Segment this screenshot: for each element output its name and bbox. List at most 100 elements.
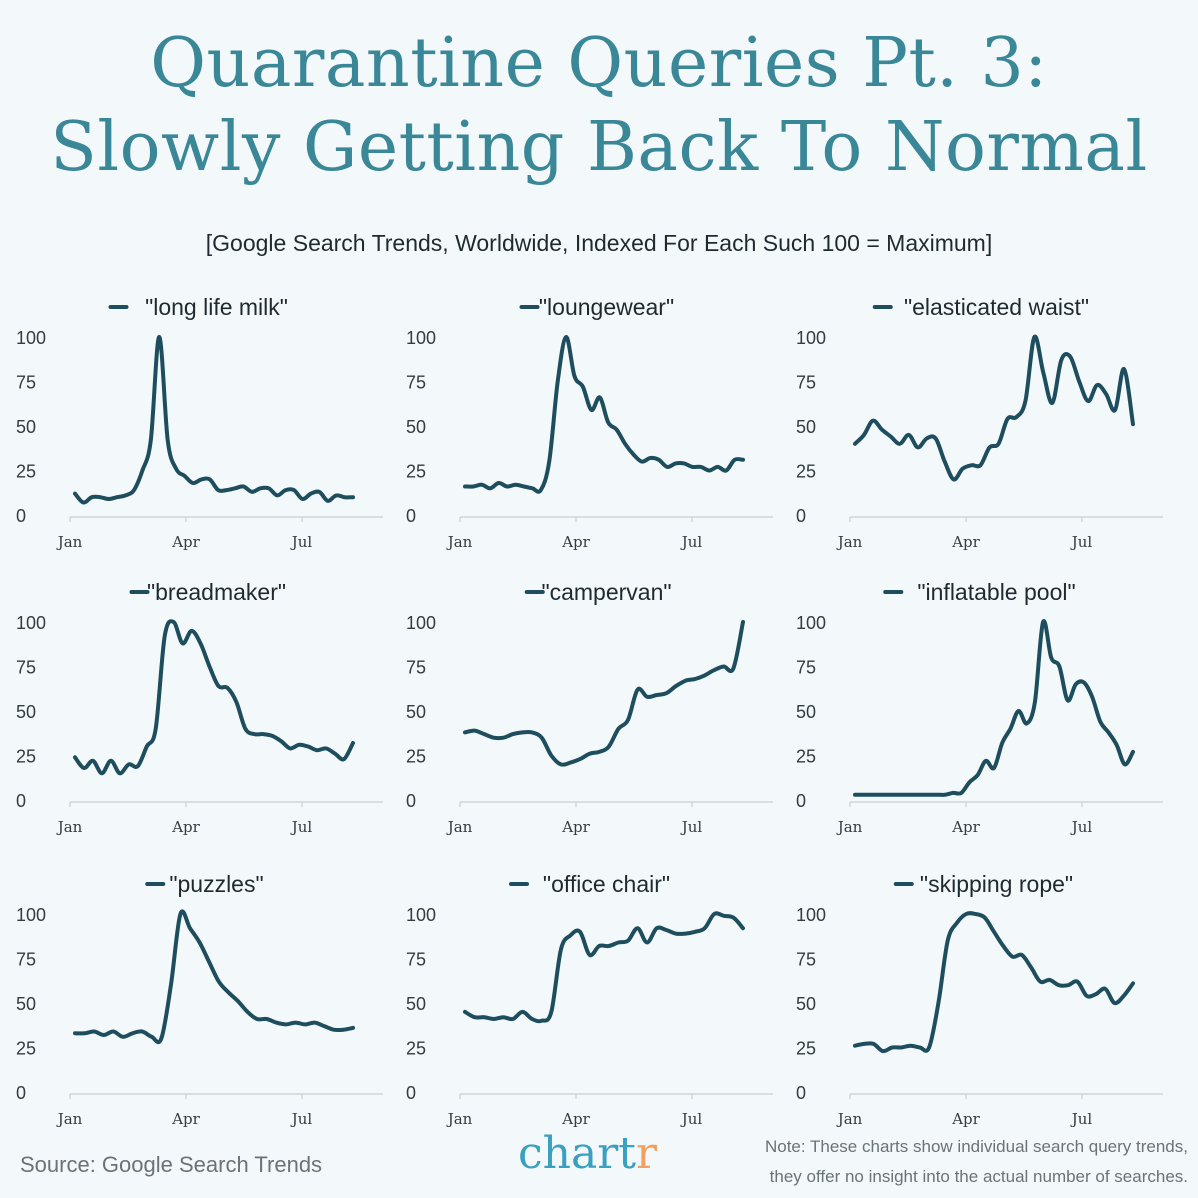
y-tick-label: 75 xyxy=(16,373,36,393)
title-line-1: Quarantine Queries Pt. 3: xyxy=(150,24,1048,103)
y-tick-label: 100 xyxy=(796,328,826,348)
chart-title: "elasticated waist" xyxy=(904,294,1089,320)
chart-panel-2: "loungewear" 0 25 50 75 100 Jan Apr Jul xyxy=(406,294,773,551)
series-line xyxy=(463,911,745,1024)
x-tick-label: Jul xyxy=(680,1110,703,1128)
y-tick-label: 25 xyxy=(16,462,36,482)
disclaimer-note: Note: These charts show individual searc… xyxy=(718,1132,1188,1192)
x-tick-label: Jul xyxy=(290,1110,313,1128)
y-tick-label: 100 xyxy=(406,613,436,633)
series-line xyxy=(463,620,745,767)
legend: "long life milk" xyxy=(108,294,288,320)
y-tick-label: 25 xyxy=(796,462,816,482)
chartr-logo: chartr xyxy=(518,1128,657,1179)
y-tick-label: 75 xyxy=(406,658,426,678)
series-line xyxy=(73,619,355,776)
logo-accent: r xyxy=(635,1128,657,1179)
y-tick-label: 100 xyxy=(406,328,436,348)
chart-title: "skipping rope" xyxy=(920,871,1073,897)
page-title: Quarantine Queries Pt. 3: Slowly Getting… xyxy=(0,22,1198,190)
chart-title: "loungewear" xyxy=(539,294,674,320)
x-tick-label: Jan xyxy=(56,818,83,836)
y-tick-label: 75 xyxy=(406,373,426,393)
x-tick-label: Jul xyxy=(1070,533,1093,551)
series-line xyxy=(853,334,1135,482)
x-tick-label: Apr xyxy=(171,533,200,551)
y-tick-label: 0 xyxy=(16,791,26,811)
legend: "inflatable pool" xyxy=(883,579,1076,605)
legend: "breadmaker" xyxy=(129,579,286,605)
x-tick-label: Jan xyxy=(446,1110,473,1128)
x-tick-label: Apr xyxy=(171,818,200,836)
series-line xyxy=(73,335,355,505)
y-tick-label: 25 xyxy=(16,747,36,767)
source-note: Source: Google Search Trends xyxy=(20,1152,323,1177)
x-tick-label: Apr xyxy=(561,818,590,836)
x-tick-label: Jul xyxy=(290,818,313,836)
series-line xyxy=(853,619,1135,797)
x-tick-label: Apr xyxy=(171,1110,200,1128)
note-line-2: they offer no insight into the actual nu… xyxy=(769,1167,1188,1186)
y-tick-label: 100 xyxy=(796,613,826,633)
x-tick-label: Apr xyxy=(561,533,590,551)
x-tick-label: Jul xyxy=(680,533,703,551)
chart-panel-1: "long life milk" 0 25 50 75 100 Jan Apr Jul xyxy=(16,294,383,551)
x-tick-label: Jan xyxy=(446,533,473,551)
y-tick-label: 50 xyxy=(16,702,36,722)
x-tick-label: Apr xyxy=(951,818,980,836)
y-tick-label: 0 xyxy=(16,1083,26,1103)
x-tick-label: Jan xyxy=(446,818,473,836)
chart-panel-7: "puzzles" 0 25 50 75 100 Jan Apr Jul xyxy=(16,871,383,1128)
chart-panel-3: "elasticated waist" 0 25 50 75 100 Jan Apr Jul xyxy=(796,294,1163,551)
chart-panel-6: "inflatable pool" 0 25 50 75 100 Jan Apr Jul xyxy=(796,579,1163,836)
note-line-1: Note: These charts show individual searc… xyxy=(764,1137,1188,1156)
chart-title: "breadmaker" xyxy=(147,579,286,605)
y-tick-label: 25 xyxy=(406,462,426,482)
x-tick-label: Apr xyxy=(951,1110,980,1128)
legend: "loungewear" xyxy=(519,294,674,320)
y-tick-label: 50 xyxy=(16,994,36,1014)
chart-panel-4: "breadmaker" 0 25 50 75 100 Jan Apr Jul xyxy=(16,579,383,836)
y-tick-label: 0 xyxy=(796,1083,806,1103)
chart-panel-9: "skipping rope" 0 25 50 75 100 Jan Apr Jul xyxy=(796,871,1163,1128)
y-tick-label: 25 xyxy=(406,1039,426,1059)
chart-panel-5: "campervan" 0 25 50 75 100 Jan Apr Jul xyxy=(406,579,773,836)
title-line-2: Slowly Getting Back To Normal xyxy=(50,108,1148,187)
y-tick-label: 0 xyxy=(406,791,416,811)
x-tick-label: Jan xyxy=(836,533,863,551)
legend: "elasticated waist" xyxy=(872,294,1089,320)
y-tick-label: 50 xyxy=(796,994,816,1014)
x-tick-label: Jan xyxy=(56,533,83,551)
y-tick-label: 50 xyxy=(406,702,426,722)
x-tick-label: Apr xyxy=(561,1110,590,1128)
subtitle: [Google Search Trends, Worldwide, Indexe… xyxy=(205,230,993,256)
y-tick-label: 25 xyxy=(796,747,816,767)
x-tick-label: Jul xyxy=(290,533,313,551)
y-tick-label: 75 xyxy=(796,658,816,678)
y-tick-label: 100 xyxy=(16,613,46,633)
y-tick-label: 100 xyxy=(796,905,826,925)
chart-title: "campervan" xyxy=(541,579,671,605)
y-tick-label: 25 xyxy=(406,747,426,767)
y-tick-label: 75 xyxy=(16,950,36,970)
y-tick-label: 75 xyxy=(796,373,816,393)
y-tick-label: 50 xyxy=(16,417,36,437)
x-tick-label: Apr xyxy=(951,533,980,551)
y-tick-label: 25 xyxy=(796,1039,816,1059)
y-tick-label: 0 xyxy=(406,506,416,526)
y-tick-label: 50 xyxy=(406,994,426,1014)
chart-title: "long life milk" xyxy=(145,294,288,320)
logo-main: chart xyxy=(518,1128,636,1179)
y-tick-label: 0 xyxy=(406,1083,416,1103)
y-tick-label: 100 xyxy=(16,328,46,348)
y-tick-label: 75 xyxy=(796,950,816,970)
x-tick-label: Jan xyxy=(56,1110,83,1128)
legend: "office chair" xyxy=(509,871,670,897)
series-line xyxy=(853,911,1135,1054)
x-tick-label: Jul xyxy=(1070,818,1093,836)
y-tick-label: 50 xyxy=(796,702,816,722)
x-tick-label: Jan xyxy=(836,1110,863,1128)
series-line xyxy=(73,909,355,1045)
y-tick-label: 75 xyxy=(16,658,36,678)
